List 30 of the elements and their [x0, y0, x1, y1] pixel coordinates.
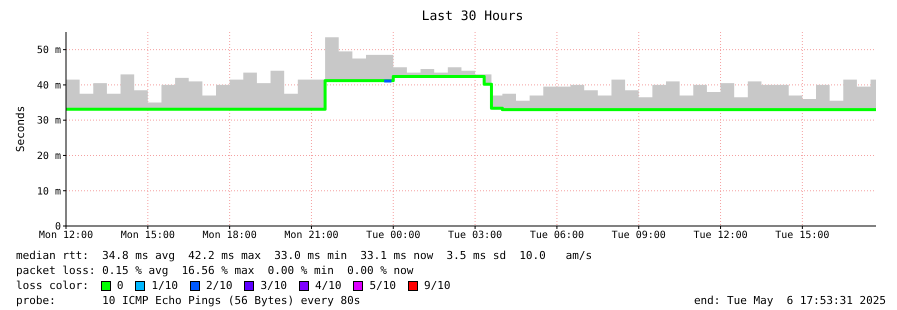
x-tick-label: Mon 15:00	[120, 230, 175, 242]
text: end: Tue May 6 17:53:31 2025	[694, 293, 886, 308]
legend-label: 5/10	[369, 278, 396, 293]
x-tick-label: Mon 21:00	[284, 230, 339, 242]
legend-label: 4/10	[314, 278, 342, 293]
chart-title: Last 30 Hours	[420, 8, 524, 26]
legend-label: 9/10	[424, 278, 450, 293]
text: probe: 10 ICMP Echo Pings (56 Bytes) every 80s	[16, 293, 360, 308]
text: loss color:	[16, 278, 89, 293]
y-tick-label: 20 m	[36, 151, 61, 162]
legend-label: 0	[116, 278, 124, 293]
y-axis-title: Seconds	[14, 106, 27, 152]
x-tick-label: Tue 12:00	[693, 230, 748, 242]
x-tick-label: Tue 09:00	[612, 230, 666, 242]
text: median rtt: 34.8 ms avg 42.2 ms max 33.0 ms min 33.1 ms now 3.5 ms sd 10.0 am/s	[16, 248, 594, 263]
x-tick-label: Mon 12:00	[38, 230, 94, 242]
x-tick-label: Tue 15:00	[775, 230, 830, 242]
legend-label: 3/10	[260, 278, 287, 293]
y-tick-label: 0	[54, 222, 61, 233]
legend-label: 2/10	[206, 278, 232, 293]
x-tick-label: Mon 18:00	[202, 230, 257, 242]
y-tick-label: 40 m	[36, 80, 61, 92]
x-tick-label: Tue 03:00	[448, 230, 502, 242]
x-tick-label: Tue 00:00	[366, 230, 420, 242]
y-tick-label: 30 m	[36, 116, 61, 127]
y-tick-label: 10 m	[36, 186, 61, 198]
legend-label: 1/10	[151, 278, 178, 293]
text: packet loss: 0.15 % avg 16.56 % max 0.00 % min 0.00 % now	[16, 263, 414, 278]
y-tick-label: 50 m	[36, 45, 61, 56]
x-tick-label: Tue 06:00	[530, 230, 584, 242]
